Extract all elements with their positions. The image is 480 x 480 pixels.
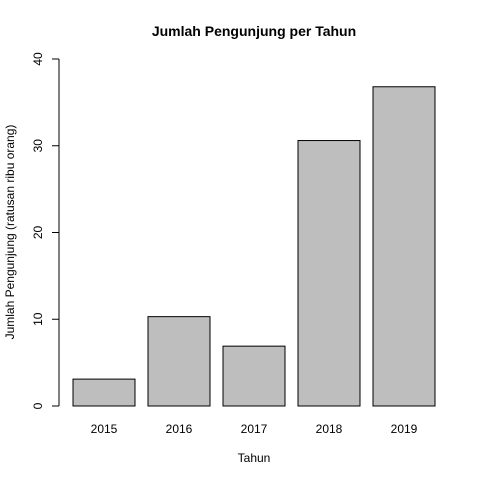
y-tick-label: 0 xyxy=(31,402,45,409)
bar-2018 xyxy=(297,140,361,407)
x-tick-label: 2017 xyxy=(241,422,268,436)
y-axis: 0 10 20 30 40 xyxy=(31,52,60,409)
bar-2016 xyxy=(147,316,211,407)
y-axis-label: Jumlah Pengunjung (ratusan ribu orang) xyxy=(3,125,17,340)
x-tick-label: 2015 xyxy=(91,422,118,436)
y-tick-label: 20 xyxy=(31,226,45,240)
x-tick-label: 2018 xyxy=(316,422,343,436)
bar-2017 xyxy=(222,345,286,407)
y-tick-label: 10 xyxy=(31,312,45,326)
y-tick-label: 40 xyxy=(31,52,45,66)
x-tick-label: 2016 xyxy=(166,422,193,436)
y-tick-label: 30 xyxy=(31,139,45,153)
x-axis-label: Tahun xyxy=(238,451,271,465)
x-tick-label: 2019 xyxy=(391,422,418,436)
x-axis: 2015 2016 2017 2018 2019 xyxy=(91,422,418,436)
bar-2015 xyxy=(72,378,136,407)
bar-2019 xyxy=(372,86,436,407)
chart-title: Jumlah Pengunjung per Tahun xyxy=(152,23,356,39)
bars xyxy=(72,86,436,407)
